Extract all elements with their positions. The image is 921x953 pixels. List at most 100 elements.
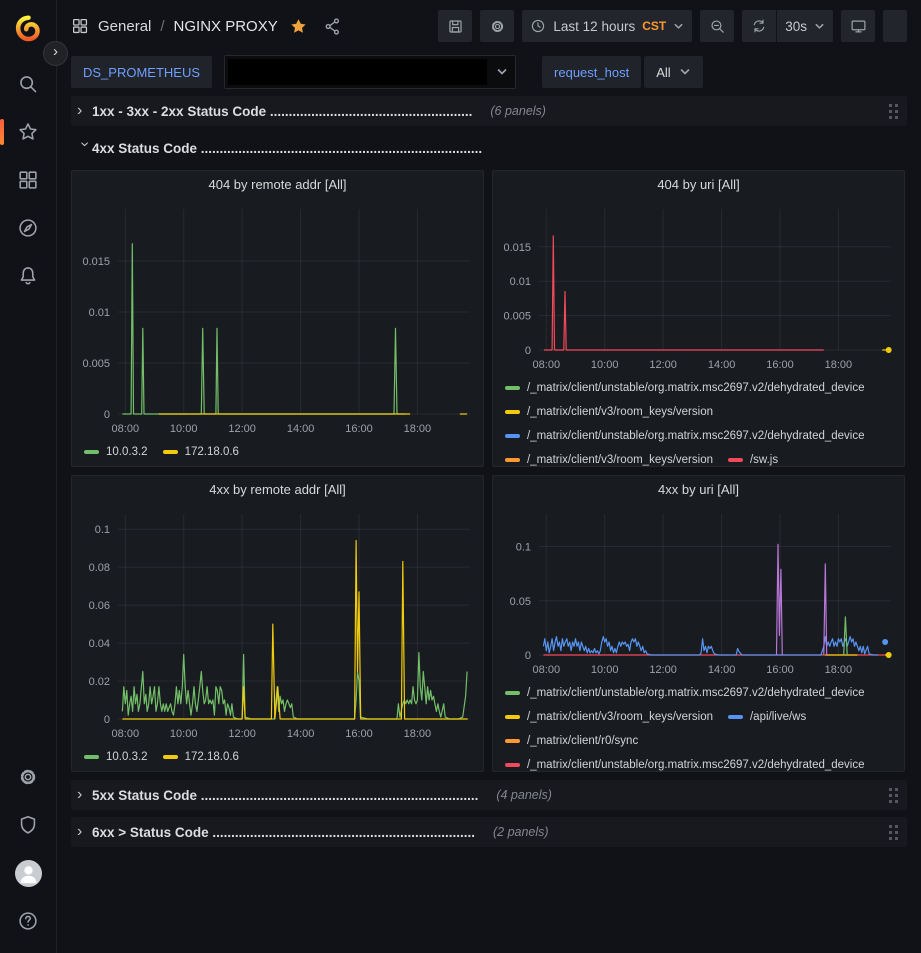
- refresh-interval-picker[interactable]: 30s: [777, 10, 833, 42]
- favorite-star-icon[interactable]: [289, 17, 308, 36]
- svg-text:10:00: 10:00: [591, 664, 619, 676]
- legend-label: /_matrix/client/v3/room_keys/version: [527, 711, 713, 723]
- sidebar-item-help[interactable]: [8, 901, 48, 941]
- sidebar-item-alerting[interactable]: [8, 256, 48, 296]
- legend: 10.0.3.2 172.18.0.6: [72, 439, 483, 466]
- active-indicator: [0, 119, 4, 145]
- tv-mode-button[interactable]: [841, 10, 875, 42]
- legend-item[interactable]: /_matrix/client/v3/room_keys/version: [505, 448, 713, 466]
- svg-text:14:00: 14:00: [708, 359, 736, 371]
- datasource-variable-value[interactable]: [224, 55, 517, 89]
- panel-title[interactable]: 4xx by uri [All]: [658, 482, 739, 497]
- svg-text:16:00: 16:00: [345, 423, 373, 435]
- legend-label: /_matrix/client/unstable/org.matrix.msc2…: [527, 430, 865, 442]
- legend-item[interactable]: /_matrix/client/unstable/org.matrix.msc2…: [505, 424, 865, 448]
- chart-4xx-by-remote-addr[interactable]: 08:00 10:00 12:00 14:00 16:00 18:00 0 0.02 0.04 0…: [72, 504, 483, 744]
- row-1xx-3xx-2xx-status-code[interactable]: › 1xx - 3xx - 2xx Status Code ..........…: [71, 96, 907, 126]
- legend-swatch-icon: [84, 450, 99, 454]
- svg-text:14:00: 14:00: [287, 728, 315, 740]
- legend-swatch-icon: [505, 410, 520, 414]
- search-icon: [20, 76, 37, 93]
- legend-item[interactable]: /_matrix/client/v3/room_keys/version: [505, 400, 713, 424]
- legend-item[interactable]: /api/live/ws: [727, 705, 806, 729]
- breadcrumb: General / NGINX PROXY: [71, 17, 342, 36]
- svg-text:18:00: 18:00: [404, 728, 432, 740]
- legend-item[interactable]: 10.0.3.2: [84, 745, 148, 769]
- legend-label: /sw.js: [749, 454, 779, 466]
- legend-swatch-icon: [505, 763, 520, 767]
- legend-label: /_matrix/client/r0/sync: [527, 735, 639, 747]
- sidebar-item-profile[interactable]: [8, 853, 48, 893]
- row-title: 6xx > Status Code ......................…: [92, 824, 475, 840]
- legend-item[interactable]: /_matrix/client/v3/room_keys/version: [505, 705, 713, 729]
- refresh-group: 30s: [742, 10, 833, 42]
- row-4xx-status-code[interactable]: › 4xx Status Code ......................…: [71, 133, 907, 163]
- drag-handle-icon[interactable]: [886, 785, 901, 806]
- drag-handle-icon[interactable]: [886, 101, 901, 122]
- svg-text:0.08: 0.08: [89, 562, 110, 574]
- datasource-variable-label[interactable]: DS_PROMETHEUS: [71, 56, 213, 88]
- legend-swatch-icon: [162, 755, 178, 759]
- svg-text:12:00: 12:00: [228, 728, 256, 740]
- dashboard-toolbar: Last 12 hours CST 30s: [438, 10, 907, 42]
- legend-item[interactable]: 172.18.0.6: [162, 745, 239, 769]
- legend-item[interactable]: /_matrix/client/r0/sync: [505, 729, 638, 753]
- sidebar-item-explore[interactable]: [8, 208, 48, 248]
- dashboard-body: › 1xx - 3xx - 2xx Status Code ..........…: [57, 92, 921, 847]
- dashboard-settings-button[interactable]: [480, 10, 515, 42]
- more-options-button[interactable]: [883, 10, 907, 42]
- page-title[interactable]: NGINX PROXY: [173, 17, 278, 35]
- apps-icon: [72, 18, 88, 34]
- sidebar-expand-button[interactable]: ›: [43, 41, 68, 66]
- legend-item[interactable]: /_matrix/client/unstable/org.matrix.msc2…: [505, 376, 865, 400]
- main-area: General / NGINX PROXY: [57, 0, 921, 953]
- drag-handle-icon[interactable]: [886, 822, 901, 843]
- svg-text:0.015: 0.015: [503, 242, 531, 254]
- svg-text:18:00: 18:00: [825, 359, 853, 371]
- legend-item[interactable]: 10.0.3.2: [84, 440, 148, 464]
- sidebar-item-dashboards[interactable]: [8, 160, 48, 200]
- legend-item[interactable]: 172.18.0.6: [162, 440, 239, 464]
- chart-404-by-uri[interactable]: 08:00 10:00 12:00 14:00 16:00 18:00 0 0.005 0.01…: [493, 199, 904, 375]
- request-host-label[interactable]: request_host: [542, 56, 642, 88]
- sidebar-item-starred[interactable]: [0, 112, 48, 152]
- panel-4xx-by-remote-addr: 4xx by remote addr [All] 08:00 10:00 12:00…: [71, 475, 484, 772]
- time-range-picker[interactable]: Last 12 hours CST: [522, 10, 693, 42]
- legend-item[interactable]: /sw.js: [727, 448, 779, 466]
- svg-text:10:00: 10:00: [591, 359, 619, 371]
- legend-label: /_matrix/client/unstable/org.matrix.msc2…: [527, 687, 865, 699]
- legend-swatch-icon: [505, 386, 520, 390]
- grafana-logo[interactable]: [8, 8, 48, 48]
- monitor-icon: [851, 20, 865, 32]
- save-dashboard-button[interactable]: [438, 10, 473, 42]
- legend-item[interactable]: /_matrix/client/unstable/org.matrix.msc2…: [505, 753, 865, 771]
- breadcrumb-section[interactable]: General: [98, 17, 152, 35]
- svg-text:12:00: 12:00: [649, 664, 677, 676]
- legend-label: 10.0.3.2: [106, 751, 148, 763]
- row-5xx-status-code[interactable]: › 5xx Status Code ......................…: [71, 780, 907, 810]
- request-host-value[interactable]: All: [644, 56, 703, 88]
- row-6xx-status-code[interactable]: › 6xx > Status Code ....................…: [71, 817, 907, 847]
- chart-4xx-by-uri[interactable]: 08:00 10:00 12:00 14:00 16:00 18:00 0 0.05 0.1: [493, 504, 904, 680]
- sidebar-item-search[interactable]: [8, 64, 48, 104]
- panel-404-by-uri: 404 by uri [All] 08:00 10:00 12:00 14:00 16:…: [492, 170, 905, 467]
- chart-404-by-remote-addr[interactable]: 08:00 10:00 12:00 14:00 16:00 18:00 0 0.005 0.01…: [72, 199, 483, 439]
- panel-4xx-by-uri: 4xx by uri [All] 08:00 10:00 12:00 14:00 16:…: [492, 475, 905, 772]
- panel-row-top: 404 by remote addr [All] 08:00 10:00 12:00…: [71, 170, 907, 467]
- panel-title[interactable]: 4xx by remote addr [All]: [209, 482, 346, 497]
- chevron-down-icon: [815, 23, 824, 29]
- panel-title[interactable]: 404 by uri [All]: [657, 177, 740, 192]
- legend-item[interactable]: /_matrix/client/unstable/org.matrix.msc2…: [505, 681, 865, 705]
- share-icon[interactable]: [323, 17, 342, 36]
- dashboard-header: General / NGINX PROXY: [57, 0, 921, 52]
- panel-title[interactable]: 404 by remote addr [All]: [208, 177, 347, 192]
- svg-text:0: 0: [104, 409, 110, 421]
- svg-text:0: 0: [525, 345, 531, 357]
- sidebar-item-settings[interactable]: [8, 757, 48, 797]
- refresh-button[interactable]: [742, 10, 777, 42]
- legend-swatch-icon: [505, 434, 520, 438]
- sidebar-item-server-admin[interactable]: [8, 805, 48, 845]
- chevron-right-icon: ›: [77, 786, 83, 803]
- zoom-out-button[interactable]: [700, 10, 735, 42]
- svg-text:08:00: 08:00: [533, 359, 561, 371]
